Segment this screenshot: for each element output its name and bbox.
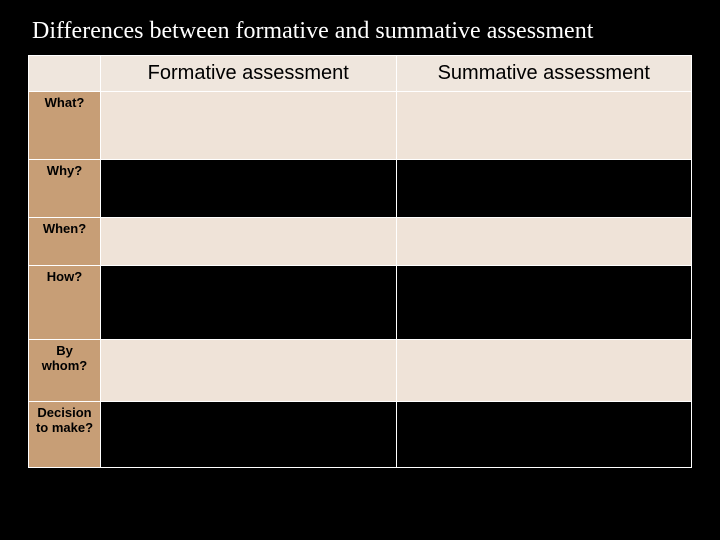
cell-formative — [101, 160, 397, 218]
table-row: How? — [29, 266, 692, 340]
table-row: When? — [29, 218, 692, 266]
comparison-table-wrap: Formative assessment Summative assessmen… — [28, 55, 692, 468]
table-row: Why? — [29, 160, 692, 218]
row-label: How? — [29, 266, 101, 340]
header-formative: Formative assessment — [101, 56, 397, 92]
cell-formative — [101, 92, 397, 160]
table-row: Decision to make? — [29, 402, 692, 468]
row-label: What? — [29, 92, 101, 160]
cell-summative — [396, 340, 692, 402]
row-label: Why? — [29, 160, 101, 218]
table-row: What? — [29, 92, 692, 160]
table-header-row: Formative assessment Summative assessmen… — [29, 56, 692, 92]
header-empty — [29, 56, 101, 92]
header-summative: Summative assessment — [396, 56, 692, 92]
cell-summative — [396, 402, 692, 468]
cell-formative — [101, 402, 397, 468]
cell-formative — [101, 266, 397, 340]
cell-summative — [396, 218, 692, 266]
cell-summative — [396, 160, 692, 218]
slide: Differences between formative and summat… — [0, 0, 720, 540]
cell-formative — [101, 218, 397, 266]
cell-summative — [396, 266, 692, 340]
cell-summative — [396, 92, 692, 160]
row-label: Decision to make? — [29, 402, 101, 468]
table-row: By whom? — [29, 340, 692, 402]
cell-formative — [101, 340, 397, 402]
table-body: What?Why?When?How?By whom?Decision to ma… — [29, 92, 692, 468]
comparison-table: Formative assessment Summative assessmen… — [28, 55, 692, 468]
row-label: When? — [29, 218, 101, 266]
slide-title: Differences between formative and summat… — [28, 18, 692, 45]
row-label: By whom? — [29, 340, 101, 402]
